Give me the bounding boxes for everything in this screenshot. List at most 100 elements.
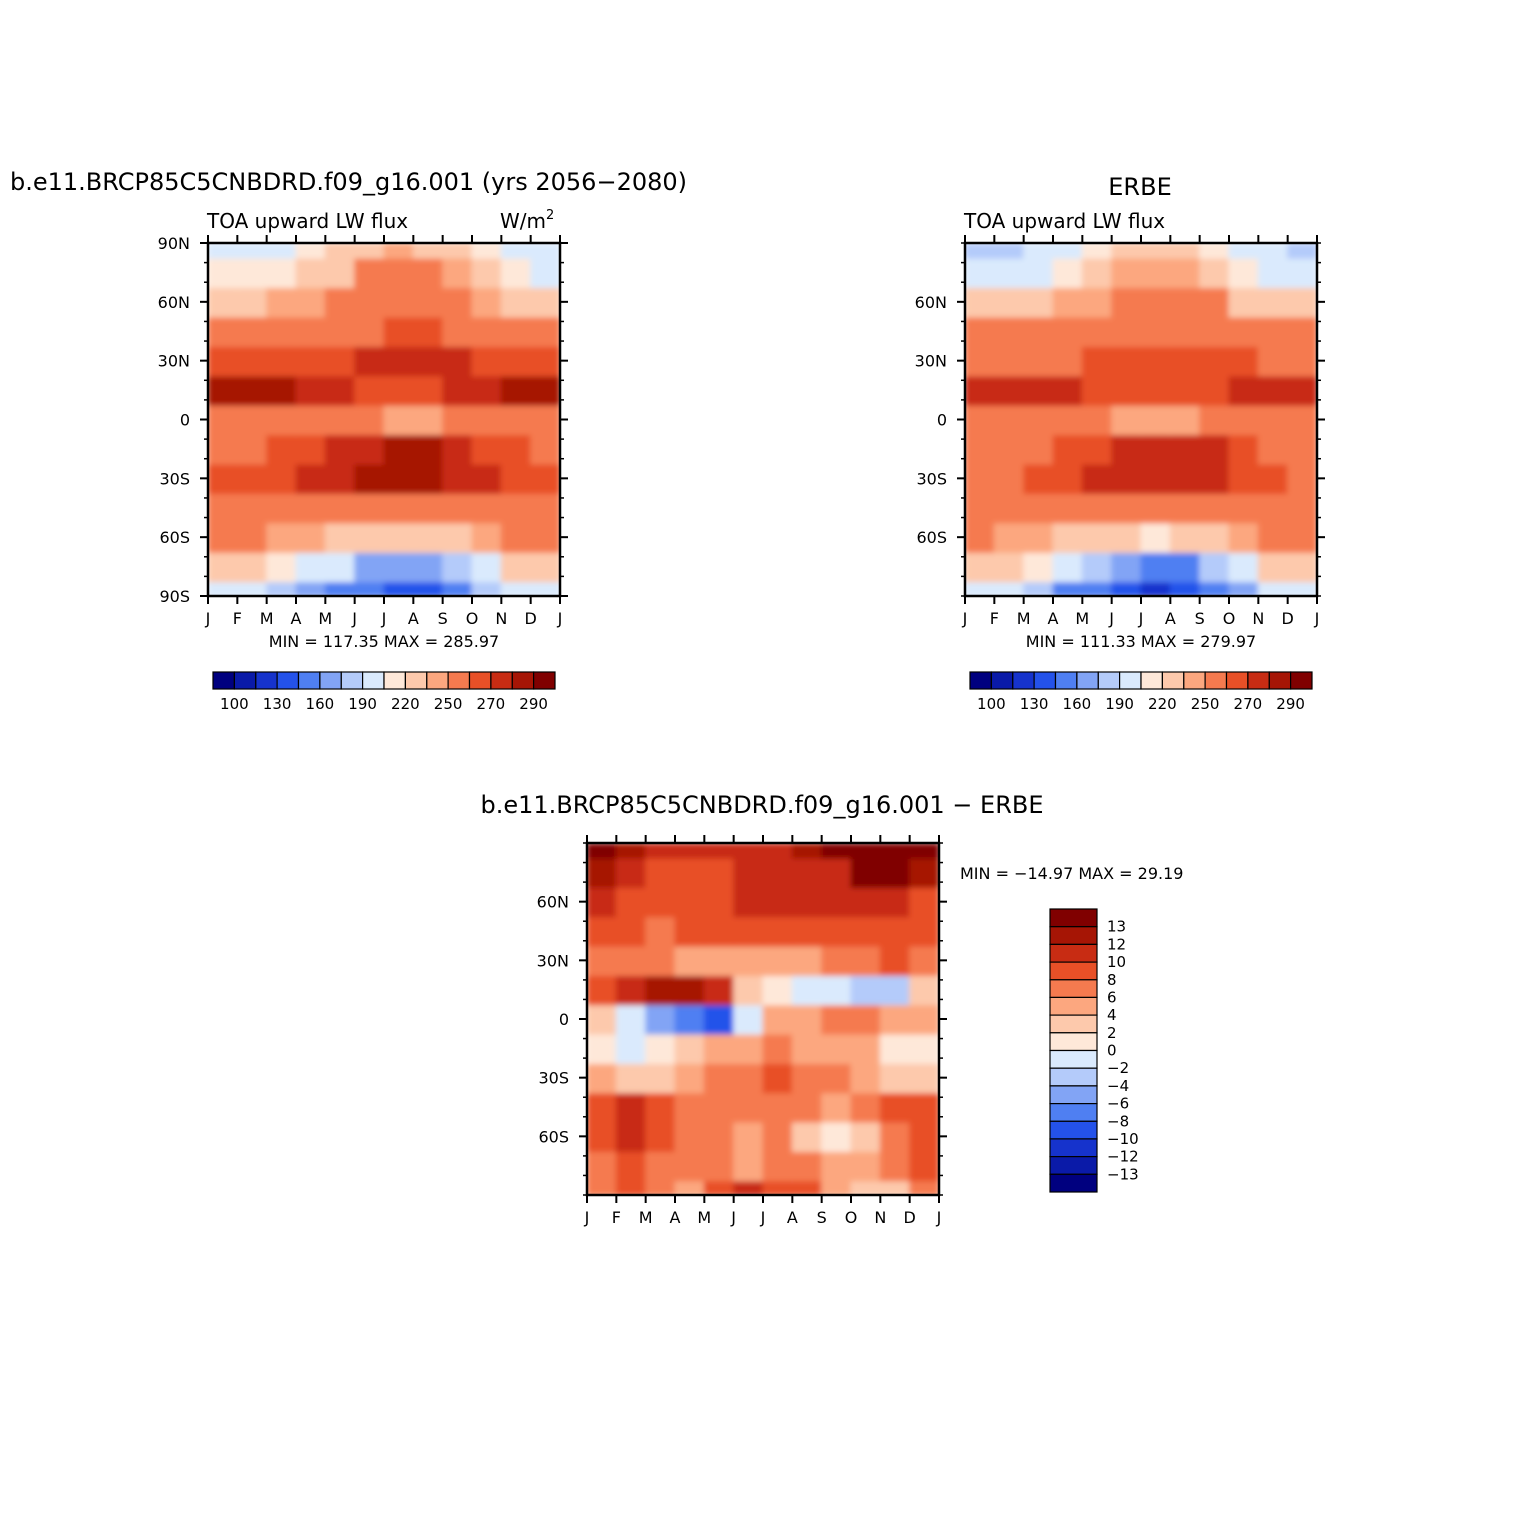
field-cell [1023, 551, 1054, 583]
y-tick-label: 60S [916, 528, 947, 547]
colorbar-swatch [1049, 1155, 1098, 1175]
field-cell [1140, 243, 1171, 259]
field-cell [1081, 404, 1113, 436]
field-cell [965, 375, 995, 406]
field-cell [1287, 243, 1317, 259]
field-cell [762, 1004, 793, 1035]
field-cell [1228, 257, 1259, 289]
panel-erbe: ERBE TOA upward LW flux J F M A M J J A S O N D J60N… [915, 173, 1325, 713]
field-cell [733, 1033, 764, 1064]
field-cell [354, 522, 385, 553]
panel-diff-field [587, 843, 939, 1195]
field-cell [1052, 287, 1083, 318]
field-cell [295, 243, 326, 259]
x-tick-label: A [787, 1208, 798, 1227]
field-cell [1023, 316, 1054, 347]
field-cell [587, 1151, 617, 1182]
colorbar-label: 220 [1148, 695, 1177, 713]
field-cell [993, 493, 1025, 524]
field-cell [208, 287, 238, 318]
field-cell [733, 887, 764, 918]
field-cell [1199, 463, 1230, 494]
field-cell [236, 287, 268, 318]
field-cell [587, 916, 617, 947]
field-cell [762, 975, 793, 1006]
field-cell [733, 1092, 764, 1123]
field-cell [674, 1033, 705, 1064]
colorbar-swatch [212, 671, 235, 690]
field-cell [442, 581, 473, 596]
field-cell [1169, 287, 1201, 318]
field-cell [1023, 404, 1054, 436]
colorbar-swatch [383, 671, 406, 690]
field-cell [879, 1063, 911, 1094]
colorbar-label: 220 [391, 695, 420, 713]
field-cell [1111, 463, 1142, 494]
field-cell [500, 463, 532, 494]
field-cell [965, 463, 995, 494]
colorbar-swatch [1161, 671, 1185, 690]
field-cell [236, 581, 268, 596]
field-cell [909, 945, 939, 976]
colorbar-swatch [1076, 671, 1099, 690]
field-cell [762, 1063, 793, 1094]
field-cell [295, 375, 326, 406]
field-cell [791, 1180, 823, 1195]
field-cell [965, 404, 995, 436]
field-cell [965, 522, 995, 553]
field-cell [1081, 581, 1113, 596]
field-cell [208, 243, 238, 259]
colorbar-swatch [490, 671, 513, 690]
field-cell [879, 887, 911, 918]
panel-model-minmax: MIN = 117.35 MAX = 285.97 [269, 632, 499, 651]
field-cell [674, 945, 705, 976]
field-cell [993, 404, 1025, 436]
field-cell [879, 975, 911, 1006]
field-cell [645, 1180, 676, 1195]
field-cell [1287, 375, 1317, 406]
colorbar-label: 4 [1107, 1006, 1117, 1024]
colorbar-label: 190 [1105, 695, 1134, 713]
colorbar-label: 12 [1107, 935, 1126, 953]
field-cell [587, 1121, 617, 1152]
field-cell [500, 581, 532, 596]
x-tick-label: M [318, 609, 332, 628]
field-cell [442, 404, 473, 436]
panel-erbe-title: ERBE [1108, 173, 1171, 201]
field-cell [471, 316, 502, 347]
field-cell [703, 945, 735, 976]
field-cell [208, 346, 238, 377]
colorbar-label: −10 [1107, 1130, 1139, 1148]
field-cell [500, 287, 532, 318]
field-cell [354, 316, 385, 347]
field-cell [266, 404, 297, 436]
field-cell [1228, 493, 1259, 524]
x-tick-label: F [990, 609, 999, 628]
field-cell [471, 375, 502, 406]
field-cell [1111, 375, 1142, 406]
colorbar-swatch [1140, 671, 1163, 690]
field-cell [1257, 375, 1289, 406]
colorbar-label: −6 [1107, 1095, 1129, 1113]
field-cell [1199, 243, 1230, 259]
field-cell [821, 1063, 852, 1094]
field-cell [442, 316, 473, 347]
field-cell [1169, 257, 1201, 289]
field-cell [850, 975, 881, 1006]
colorbar-label: −12 [1107, 1148, 1139, 1166]
field-cell [1052, 375, 1083, 406]
field-cell [266, 257, 297, 289]
field-cell [266, 287, 297, 318]
field-cell [762, 887, 793, 918]
field-cell [993, 434, 1025, 465]
colorbar-label: 130 [1020, 695, 1049, 713]
field-cell [1257, 287, 1289, 318]
field-cell [208, 581, 238, 596]
colorbar-label: 6 [1107, 988, 1117, 1006]
field-cell [703, 887, 735, 918]
field-cell [236, 346, 268, 377]
field-cell [879, 916, 911, 947]
field-cell [266, 375, 297, 406]
field-cell [236, 463, 268, 494]
